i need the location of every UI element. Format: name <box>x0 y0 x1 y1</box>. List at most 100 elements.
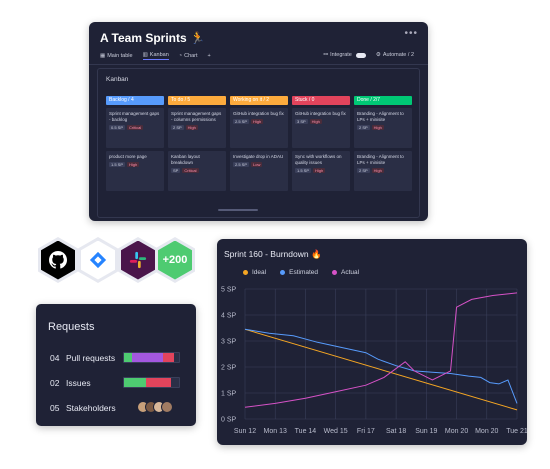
x-tick-label: Sun 19 <box>415 428 437 435</box>
request-label: Issues <box>66 378 91 388</box>
slack-integration[interactable] <box>118 237 158 283</box>
kanban-card[interactable]: product more page 1.5 SP High <box>106 151 164 191</box>
request-label: Pull requests <box>66 353 116 363</box>
request-count: 02 <box>50 378 60 388</box>
integrate-label: Integrate <box>330 52 352 58</box>
burndown-plot: 0 SP 1 SP 2 SP 3 SP 4 SP 5 SP Sun 12 Mon 13 Tue … <box>221 287 527 436</box>
x-tick-label: Tue 14 <box>295 428 317 435</box>
table-icon: ▦ <box>100 53 106 59</box>
plus-icon: + <box>207 53 211 59</box>
kanban-column: Stuck / 0 GitHub integration bug fix 3 S… <box>292 96 350 191</box>
automate-button[interactable]: ⚙ Automate / 2 <box>376 52 414 58</box>
kanban-column: Working on it / 2 GitHub integration bug… <box>230 96 288 191</box>
story-points: 2.5 SP <box>233 162 250 167</box>
story-points: 3 SP <box>295 119 308 124</box>
kanban-card[interactable]: Kanban layout breakdown SP Critical <box>168 151 226 191</box>
more-integrations: +200 <box>158 240 192 280</box>
series-line-ideal <box>244 328 518 411</box>
column-header[interactable]: Done / 2/7 <box>354 96 412 105</box>
request-row-stakeholders[interactable]: 05 Stakeholders <box>50 403 116 413</box>
x-tick-label: Tue 21 <box>506 428 527 435</box>
legend-dot <box>243 270 248 275</box>
priority-badge: High <box>309 119 322 124</box>
priority-badge: Critical <box>182 168 199 173</box>
tab-label: Kanban <box>149 52 169 58</box>
avatar[interactable] <box>161 401 173 413</box>
card-title: Branding - Alignment to LPs + minisite <box>357 111 404 122</box>
tab-chart[interactable]: ◔ Chart <box>179 52 198 60</box>
more-integrations-badge[interactable]: +200 <box>155 237 195 283</box>
kanban-card[interactable]: GitHub integration bug fix 3 SP High <box>292 108 350 148</box>
tab-kanban[interactable]: ▥ Kanban <box>142 52 169 60</box>
request-row-issues[interactable]: 02 Issues <box>50 378 91 388</box>
column-header[interactable]: Backlog / 4 <box>106 96 164 105</box>
toolbar-right: ⚯ Integrate ⚙ Automate / 2 <box>324 52 414 58</box>
more-integrations-label: +200 <box>162 254 188 266</box>
github-icon <box>41 240 75 280</box>
x-tick-label: Mon 20 <box>445 428 468 435</box>
priority-badge: Critical <box>127 125 144 130</box>
column-header[interactable]: Stuck / 0 <box>292 96 350 105</box>
column-header[interactable]: To do / 5 <box>168 96 226 105</box>
priority-badge: High <box>251 119 264 124</box>
legend-dot <box>280 270 286 275</box>
card-title: Sprint management gaps - columns permiss… <box>171 111 222 122</box>
pull-requests-bar <box>123 352 180 363</box>
legend-item-estimated[interactable]: Estimated <box>280 269 318 276</box>
card-title: Investigate drop in ADAU <box>233 154 284 159</box>
integrate-button[interactable]: ⚯ Integrate <box>324 52 366 58</box>
request-count: 05 <box>50 403 60 413</box>
bar-segment-green <box>124 378 146 387</box>
kanban-board: Kanban Backlog / 4 Sprint management gap… <box>97 68 420 218</box>
github-integration[interactable] <box>38 237 78 283</box>
jira-integration[interactable] <box>78 237 118 283</box>
more-menu-icon[interactable]: ••• <box>404 28 418 39</box>
series-line-actual <box>244 292 518 408</box>
burndown-chart-panel: Sprint 160 - Burndown 🔥 Ideal Estimated … <box>217 239 527 445</box>
card-title: Sync with workflows on quality issues <box>295 154 342 165</box>
request-row-pull-requests[interactable]: 04 Pull requests <box>50 353 115 363</box>
priority-badge: High <box>371 125 384 130</box>
kanban-card[interactable]: Sprint management gaps - backlog 0.5 SP C… <box>106 108 164 148</box>
legend-label: Actual <box>341 269 360 276</box>
chart-icon: ◔ <box>178 53 183 59</box>
requests-title: Requests <box>48 321 95 333</box>
board-title: A Team Sprints 🏃 <box>100 31 205 45</box>
horizontal-scrollbar[interactable] <box>218 209 258 211</box>
y-tick-label: 4 SP <box>221 313 237 320</box>
automate-label: Automate / 2 <box>382 52 414 58</box>
story-points: SP <box>171 168 181 173</box>
card-title: Branding - Alignment to LPs + minisite <box>357 154 404 165</box>
x-tick-label: Sat 18 <box>386 428 406 435</box>
kanban-card[interactable]: GitHub integration bug fix 2.5 SP High <box>230 108 288 148</box>
legend-item-actual[interactable]: Actual <box>332 269 359 276</box>
x-tick-label: Sun 12 <box>234 428 256 435</box>
card-title: Kanban layout breakdown <box>171 154 200 165</box>
story-points: 2 SP <box>357 168 370 173</box>
kanban-board-title: Kanban <box>106 76 129 83</box>
tab-main-table[interactable]: ▦ Main table <box>100 52 133 60</box>
priority-badge: High <box>127 162 140 167</box>
kanban-card[interactable]: Branding - Alignment to LPs + minisite 2… <box>354 151 412 191</box>
kanban-column: Done / 2/7 Branding - Alignment to LPs +… <box>354 96 412 191</box>
priority-badge: High <box>313 168 326 173</box>
kanban-icon: ▥ <box>142 52 148 58</box>
y-tick-label: 2 SP <box>221 365 237 372</box>
request-count: 04 <box>50 353 60 363</box>
integrate-icon: ⚯ <box>323 52 329 58</box>
story-points: 2 SP <box>171 125 184 130</box>
y-tick-label: 5 SP <box>221 287 237 294</box>
chart-title: Sprint 160 - Burndown 🔥 <box>224 249 322 259</box>
kanban-card[interactable]: Branding - Alignment to LPs + minisite 2… <box>354 108 412 148</box>
add-view-button[interactable]: + <box>208 52 211 60</box>
x-tick-label: Mon 20 <box>475 428 498 435</box>
card-title: product more page <box>109 154 147 159</box>
kanban-card[interactable]: Sync with workflows on quality issues 1.… <box>292 151 350 191</box>
kanban-card[interactable]: Sprint management gaps - columns permiss… <box>168 108 226 148</box>
column-header[interactable]: Working on it / 2 <box>230 96 288 105</box>
robot-icon: ⚙ <box>375 52 381 58</box>
priority-badge: High <box>371 168 384 173</box>
x-tick-label: Wed 15 <box>324 428 348 435</box>
legend-item-ideal[interactable]: Ideal <box>243 269 266 276</box>
kanban-card[interactable]: Investigate drop in ADAU 2.5 SP Low <box>230 151 288 191</box>
